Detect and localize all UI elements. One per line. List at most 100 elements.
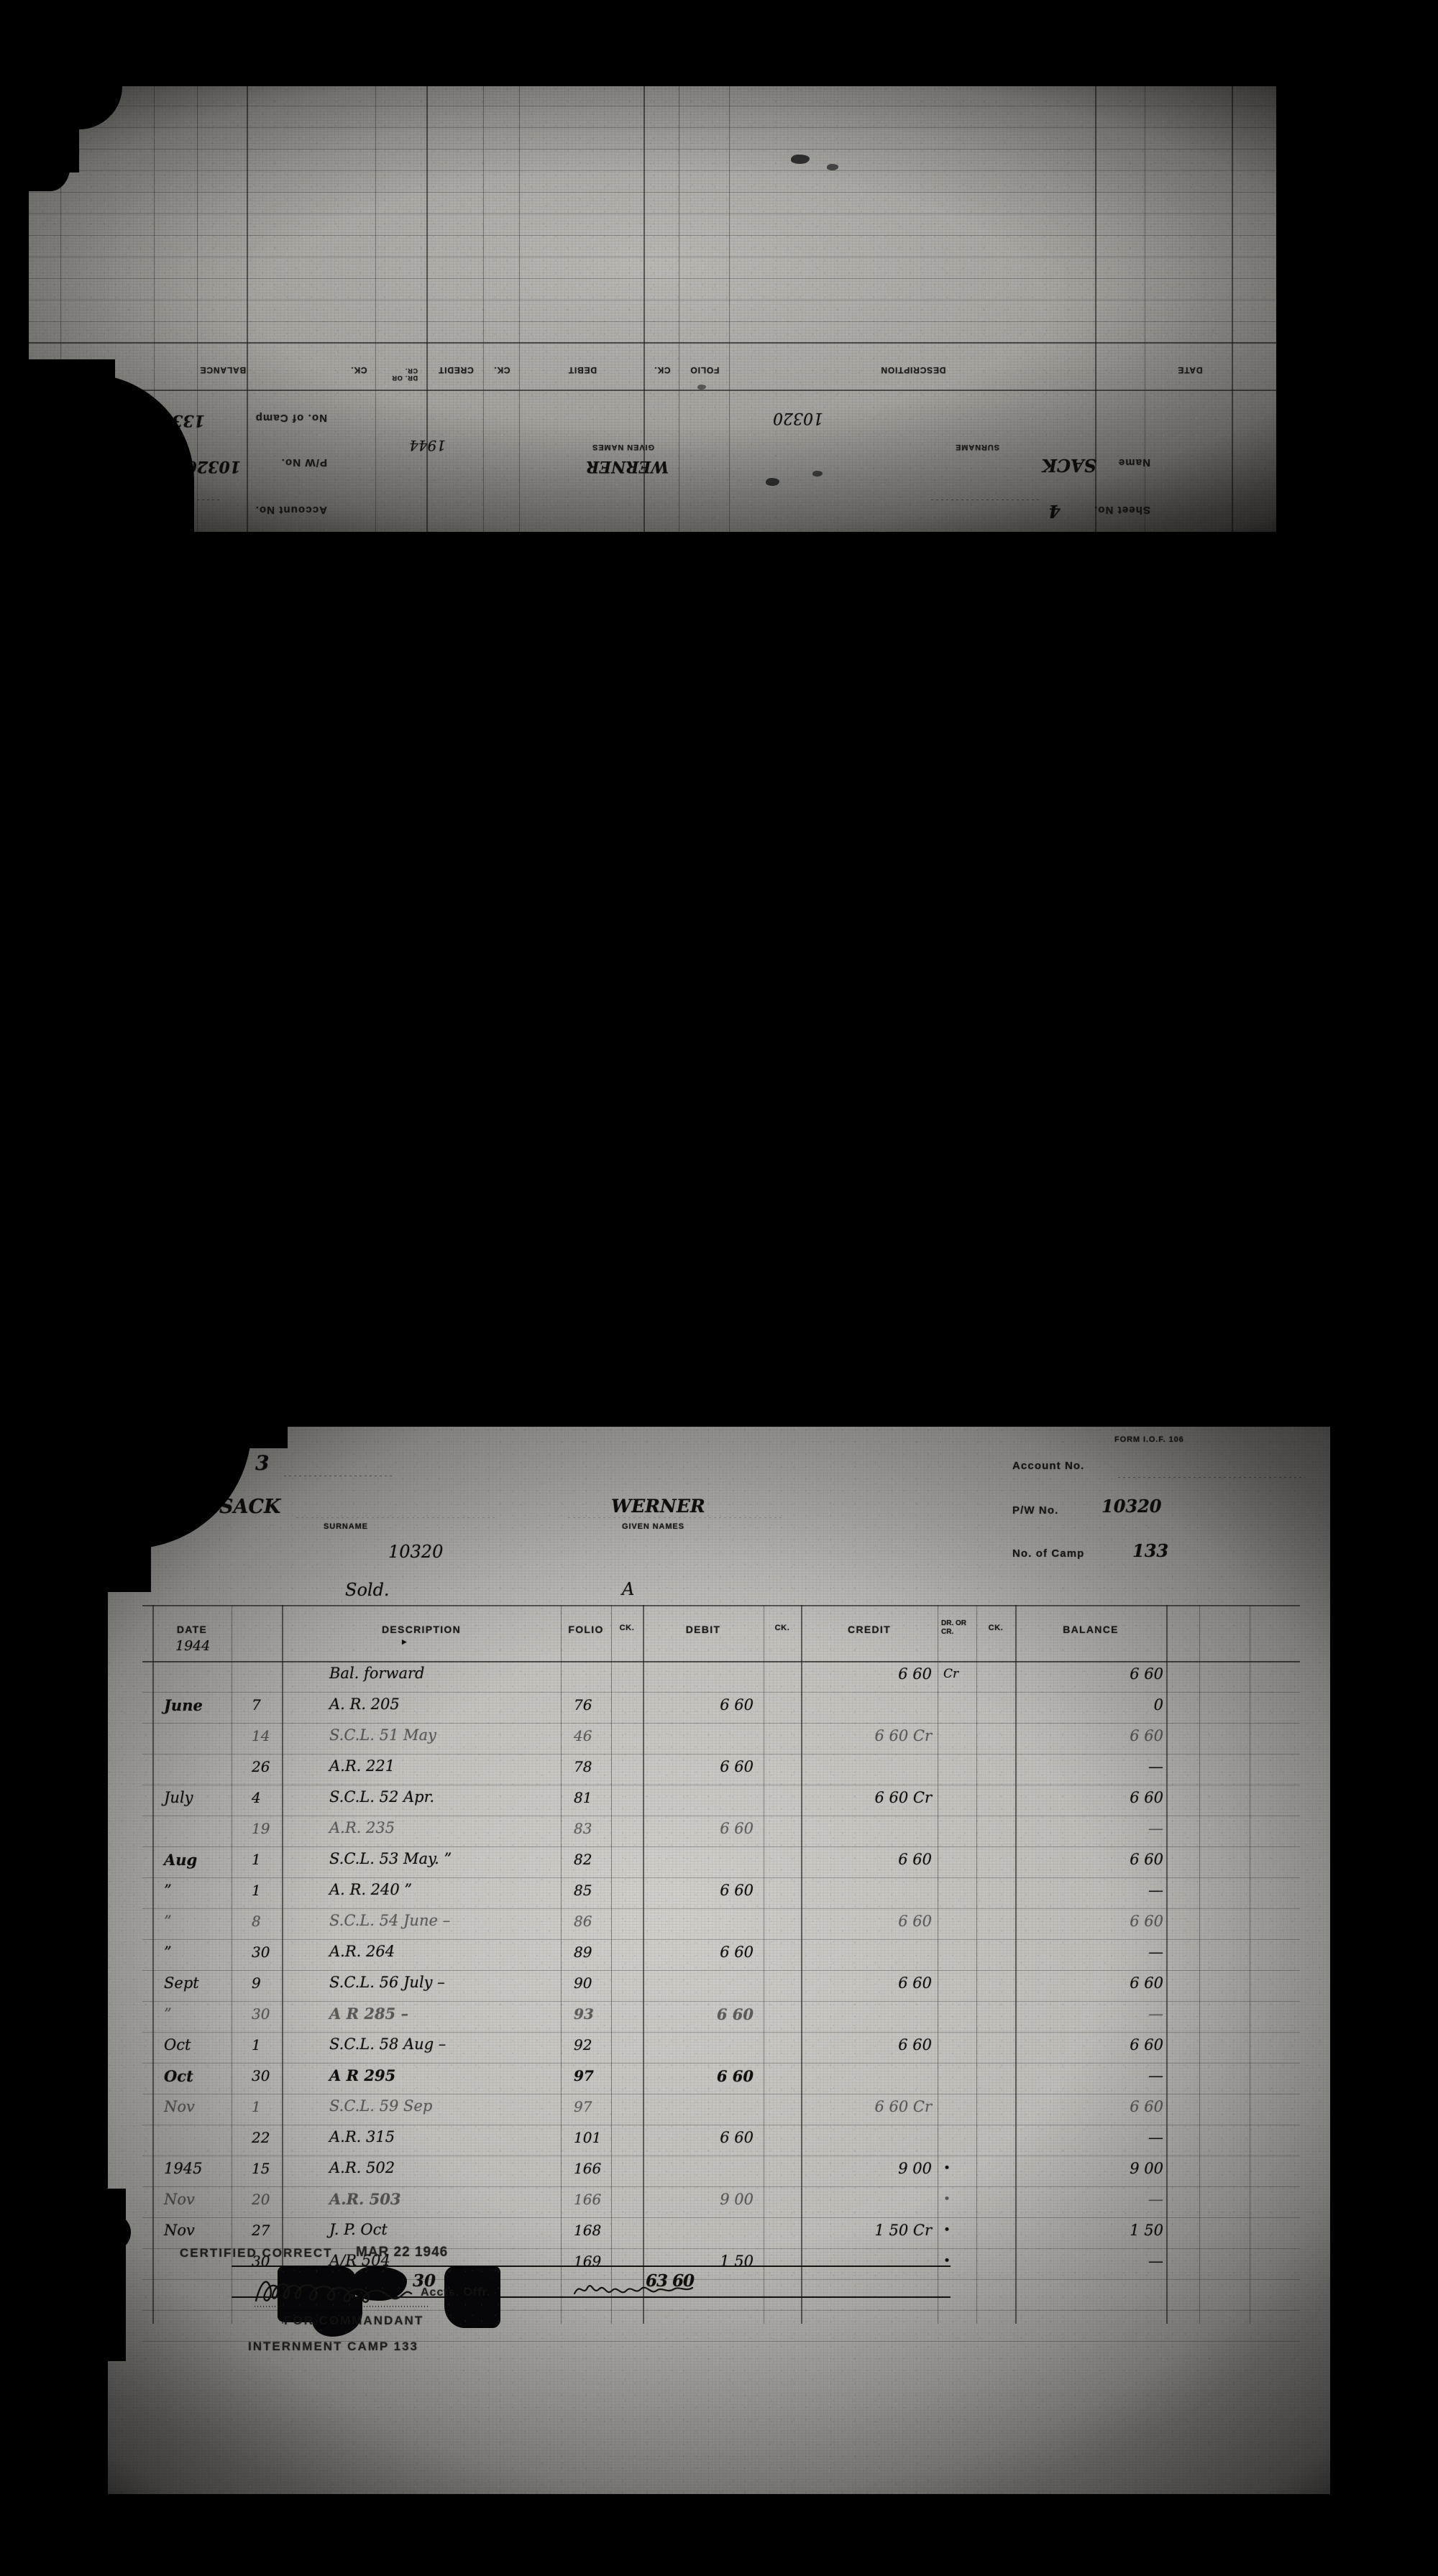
cell-drcr-16: • [943, 2161, 951, 2176]
sheet-no-label-top: Sheet No. [1093, 504, 1150, 516]
cell-description-10: S.C.L. 56 July – [329, 1974, 445, 1991]
cell-date-day-12: 1 [252, 2036, 261, 2053]
margin-note-mark [573, 2285, 694, 2295]
cell-description-12: S.C.L. 58 Aug – [329, 2036, 446, 2053]
verso-row-rule-8 [29, 170, 1276, 171]
cell-balance-14: 6 60 [1130, 2098, 1163, 2115]
cell-description-16: A.R. 502 [329, 2159, 395, 2176]
verso-column-header-6: CREDIT [438, 365, 474, 375]
cell-description-4: S.C.L. 52 Apr. [329, 1788, 435, 1806]
cell-date-month-14: Nov [164, 2098, 195, 2115]
cell-credit-12: 6 60 [898, 2036, 932, 2053]
account-no-label-bottom: Account No. [1012, 1460, 1085, 1472]
verso-column-header-1: DESCRIPTION [880, 365, 946, 375]
verso-column-divider-6 [519, 86, 520, 532]
cell-balance-19: — [1148, 2253, 1163, 2270]
table-top-border [142, 1605, 1300, 1606]
cell-debit-5: 6 60 [720, 1820, 754, 1837]
verso-column-header-8: CK. [350, 365, 367, 375]
cell-description-1: A. R. 205 [329, 1696, 400, 1713]
description-caret: ‣ [400, 1634, 408, 1651]
cell-date-day-17: 20 [252, 2191, 270, 2208]
dust-speck-4 [812, 471, 823, 477]
cell-date-day-11: 30 [252, 2005, 270, 2023]
cell-description-0: Bal. forward [329, 1665, 425, 1682]
cell-balance-13: — [1148, 2067, 1163, 2084]
cell-balance-6: 6 60 [1130, 1851, 1163, 1868]
cell-balance-18: 1 50 [1130, 2222, 1163, 2239]
cell-debit-3: 6 60 [720, 1758, 754, 1775]
column-divider-credit [801, 1605, 802, 2324]
camp-no-label-bottom: No. of Camp [1012, 1547, 1085, 1560]
column-divider-trailing-1 [1199, 1605, 1200, 2324]
dust-speck-3 [766, 478, 779, 486]
cell-description-9: A.R. 264 [329, 1943, 395, 1960]
cell-folio-4: 81 [574, 1789, 592, 1806]
cell-drcr-0: Cr [943, 1667, 959, 1681]
row-rule-9 [142, 1939, 1300, 1940]
column-header-folck: CK. [619, 1624, 635, 1632]
cell-date-day-3: 26 [252, 1758, 270, 1775]
cell-description-17: A.R. 503 [329, 2190, 401, 2208]
certification-date-stamp: MAR 22 1946 [356, 2245, 449, 2260]
ledger-table: DATE DESCRIPTION FOLIO CK. DEBIT CK. CREDIT DR.… [142, 1605, 1300, 2342]
surname-label-bottom: SURNAME [324, 1522, 368, 1531]
cell-balance-0: 6 60 [1130, 1665, 1163, 1683]
cell-folio-2: 46 [574, 1727, 592, 1744]
cell-description-13: A R 295 [329, 2066, 396, 2084]
cell-debit-13: 6 60 [716, 2067, 754, 2085]
cell-description-15: A.R. 315 [329, 2128, 395, 2145]
cell-balance-10: 6 60 [1130, 1974, 1163, 1992]
film-mask-bot-step [108, 1427, 151, 1592]
row-rule-10 [142, 1970, 1300, 1971]
ledger-sheet-verso: Sheet No. 4 Account No. FORM I.O.F. 106 … [29, 86, 1276, 532]
film-mask-bot-leftedge [108, 2189, 126, 2361]
given-names-value-top: WERNER [586, 457, 669, 476]
cell-folio-12: 92 [574, 2036, 592, 2053]
row-rule-1 [142, 1692, 1300, 1693]
cell-date-day-8: 8 [252, 1913, 261, 1930]
column-divider-balance [1015, 1605, 1017, 2324]
cell-folio-6: 82 [574, 1851, 592, 1868]
cell-debit-15: 6 60 [720, 2129, 754, 2146]
verso-column-divider-9 [375, 86, 376, 532]
cell-description-18: J. P. Oct [329, 2221, 388, 2238]
verso-column-header-4: DEBIT [568, 365, 597, 375]
cell-balance-1: 0 [1153, 1696, 1163, 1714]
cell-credit-14: 6 60 Cr [874, 2098, 932, 2115]
cell-date-month-4: July [164, 1789, 193, 1806]
cell-balance-8: 6 60 [1130, 1913, 1163, 1930]
verso-row-rule-10 [29, 127, 1276, 128]
row-rule-17 [142, 2186, 1300, 2187]
verso-column-divider-0 [1232, 86, 1233, 532]
cell-folio-19: 169 [574, 2253, 602, 2270]
sold-label: Sold. [345, 1580, 390, 1600]
cell-balance-7: — [1148, 1882, 1163, 1899]
column-divider-desc [282, 1605, 283, 2324]
column-divider-debit [643, 1605, 644, 2324]
cell-folio-14: 97 [574, 2098, 592, 2115]
cell-balance-17: — [1148, 2191, 1163, 2208]
cell-folio-7: 85 [574, 1882, 592, 1899]
cell-date-month-17: Nov [164, 2191, 195, 2208]
cell-balance-16: 9 00 [1130, 2160, 1163, 2177]
verso-row-rule-7 [29, 192, 1276, 193]
cell-date-month-1: June [164, 1696, 203, 1714]
cell-date-day-6: 1 [252, 1851, 261, 1868]
cell-folio-9: 89 [574, 1944, 592, 1961]
cell-credit-18: 1 50 Cr [874, 2222, 932, 2239]
verso-row-rule-6 [29, 213, 1276, 214]
sheet-no-value-top: 4 [1048, 501, 1061, 522]
column-header-debit: DEBIT [685, 1624, 721, 1635]
cell-balance-15: — [1148, 2129, 1163, 2146]
cell-folio-8: 86 [574, 1913, 592, 1930]
cell-date-day-10: 9 [252, 1974, 261, 1992]
row-rule-11 [142, 2001, 1300, 2002]
camp-no-value-bottom: 133 [1132, 1540, 1169, 1561]
cell-balance-11: — [1148, 2005, 1163, 2023]
cell-debit-1: 6 60 [720, 1696, 754, 1714]
cell-date-day-18: 27 [252, 2222, 270, 2239]
cell-date-day-7: 1 [252, 1882, 261, 1899]
verso-column-header-5: CK. [493, 365, 510, 375]
pw-number-restated-top: 10320 [773, 409, 823, 427]
